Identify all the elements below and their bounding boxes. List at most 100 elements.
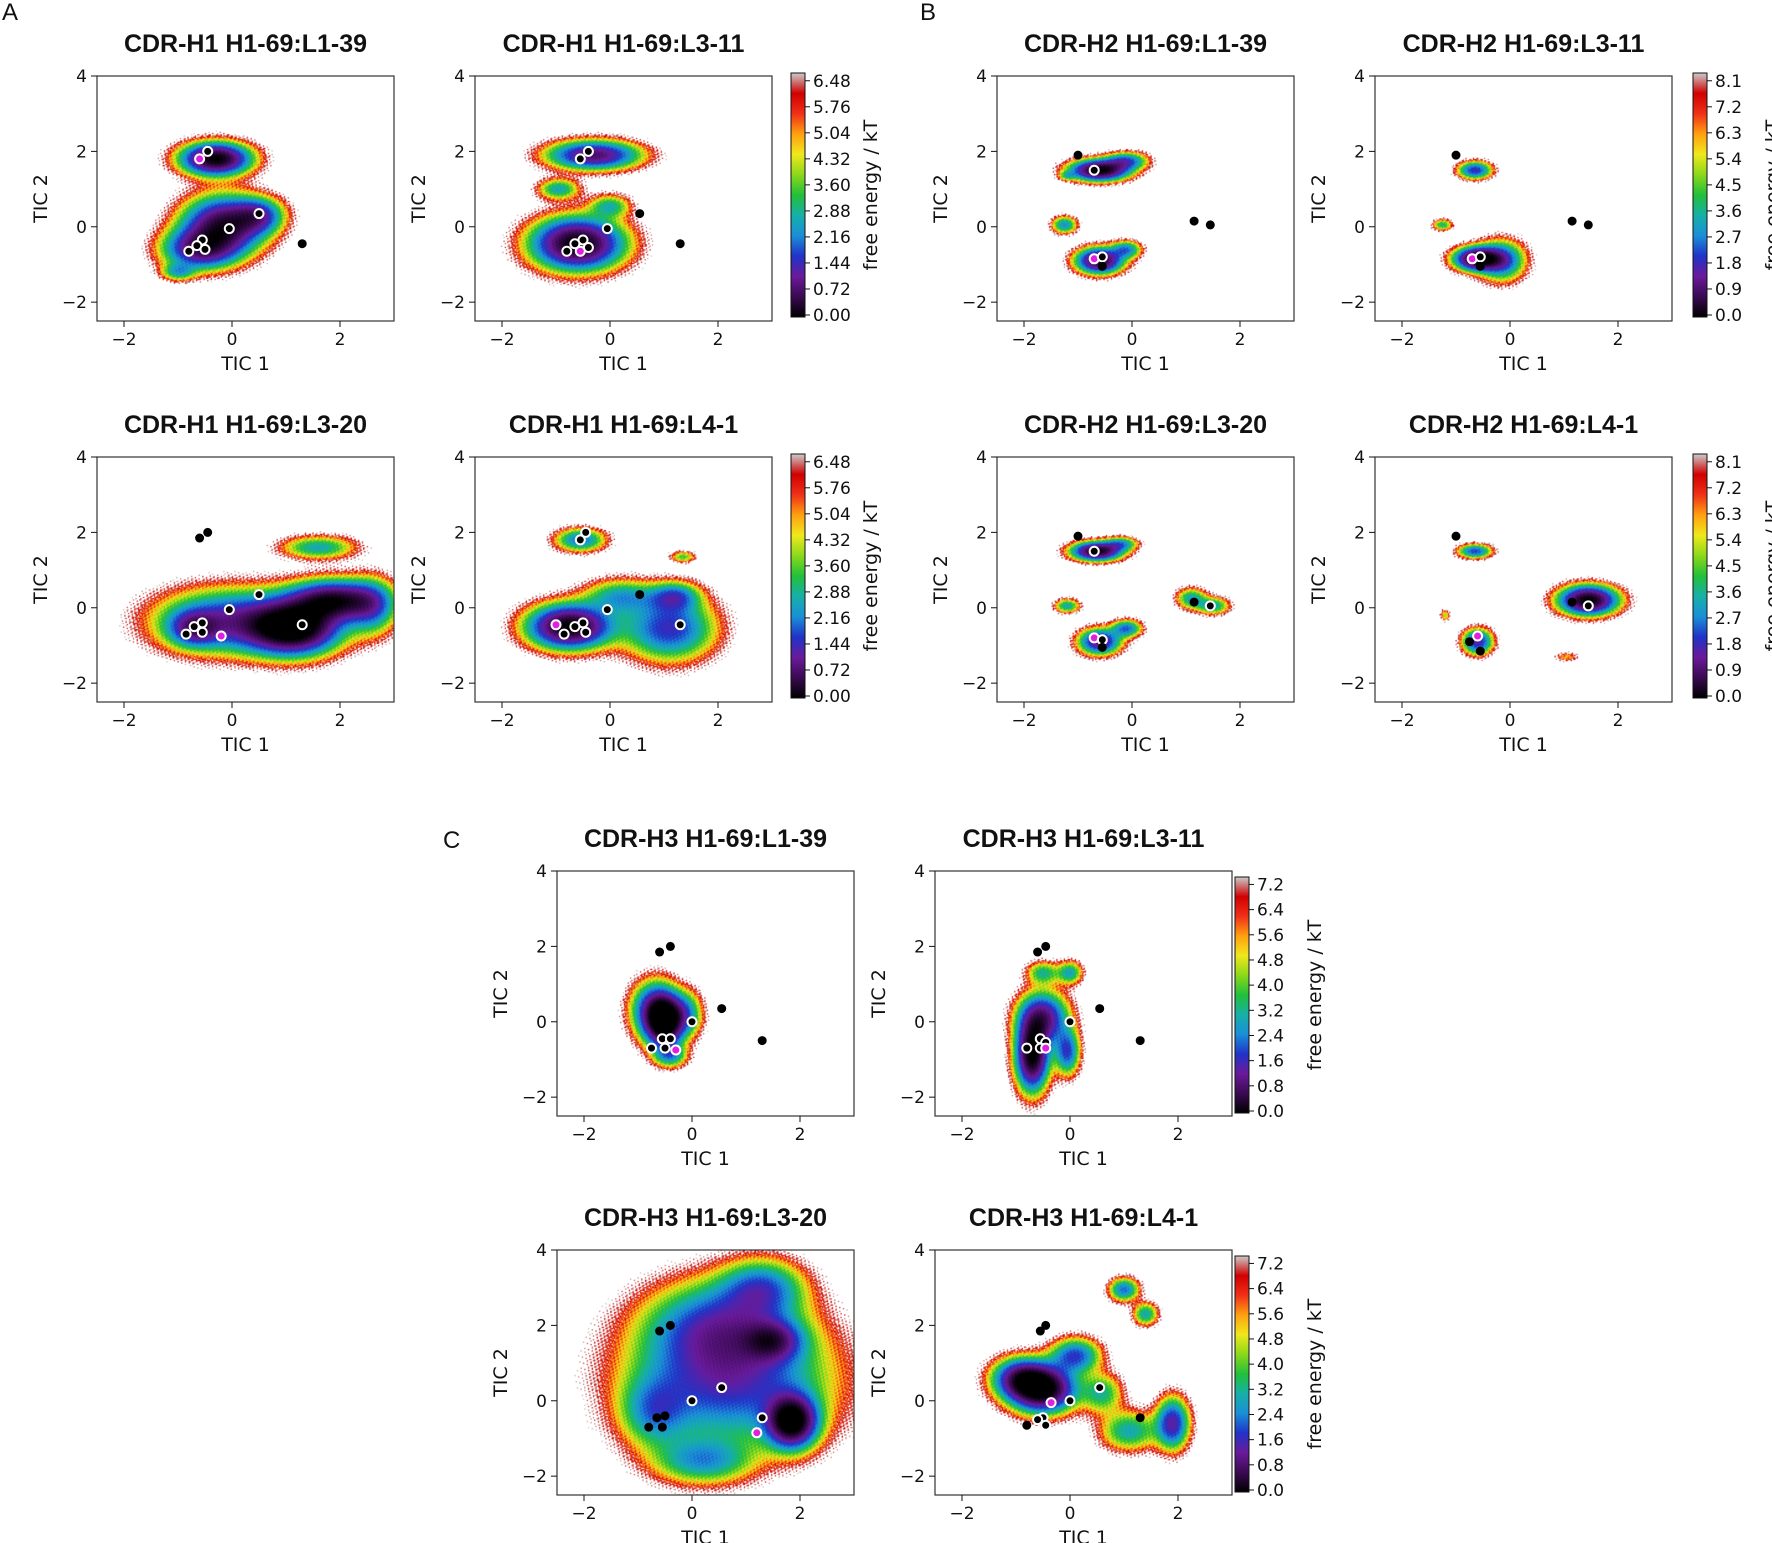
structure-marker-black [1475,646,1485,656]
structure-marker-magenta [215,630,227,642]
x-tick-label: 0 [1065,1504,1076,1524]
colorbar: 8.1 7.2 6.3 5.4 4.5 3.6 2.7 1.8 0.9 0.0 free energ… [1692,72,1772,326]
x-axis-label: TIC 1 [220,353,270,375]
free-energy-plot-11: −2 0 2 −2 0 2 4 CDR-H3 H1-69:L3-20 TIC 1 TIC 2 [490,1204,855,1543]
panel-label-b: B [920,0,936,26]
x-tick-label: 0 [227,711,238,731]
y-tick-label: 4 [536,862,547,882]
density-heatmap [475,457,772,702]
structure-marker-black [297,239,307,249]
structure-marker-white [574,153,586,165]
y-tick-label: 2 [1354,523,1365,543]
colorbar-gradient [1234,876,1250,1114]
panel-label-a: A [2,0,18,26]
colorbar-tick-label: 7.2 [1715,98,1742,118]
colorbar-tick-label: 3.60 [813,557,851,577]
structure-marker-white [716,1382,728,1394]
structure-marker-black [1135,1036,1145,1046]
structure-marker-black [644,1422,654,1432]
structure-marker-white [601,223,613,235]
density-heatmap [557,871,854,1116]
structure-marker-black [1189,216,1199,226]
colorbar: 7.2 6.4 5.6 4.8 4.0 3.2 2.4 1.6 0.8 0.0 free energ… [1234,1254,1326,1501]
structure-marker-white [223,604,235,616]
free-energy-plot-9: −2 0 2 −2 0 2 4 CDR-H3 H1-69:L1-39 TIC 1 TIC 2 [490,825,855,1170]
x-axis-label: TIC 1 [1498,734,1548,756]
colorbar-tick-label: 0.8 [1257,1456,1284,1476]
structure-marker-white [580,526,592,538]
colorbar-label: free energy / kT [1762,119,1772,270]
y-tick-label: 4 [76,448,87,468]
density-heatmap [1375,457,1672,702]
y-tick-label: 4 [914,1241,925,1261]
colorbar-label: free energy / kT [860,119,882,270]
structure-marker-black [1189,597,1199,607]
plot-title: CDR-H2 H1-69:L1-39 [1024,30,1267,58]
structure-marker-magenta [670,1044,682,1056]
structure-marker-black [655,947,665,957]
colorbar: 6.48 5.76 5.04 4.32 3.60 2.88 2.16 1.44 0.72 0.00… [790,72,882,326]
colorbar-tick-label: 5.4 [1715,531,1742,551]
colorbar-gradient [790,453,806,699]
free-energy-plot-7: −2 0 2 −2 0 2 4 CDR-H2 H1-69:L3-20 TIC 1 TIC 2 [930,411,1295,756]
colorbar-tick-label: 3.2 [1257,1380,1284,1400]
y-tick-label: 4 [976,67,987,87]
structure-marker-white [1032,1414,1044,1426]
x-axis-label: TIC 1 [680,1148,730,1170]
colorbar-gradient [1234,1255,1250,1493]
colorbar-tick-label: 4.32 [813,531,851,551]
structure-marker-white [1064,1395,1076,1407]
density-heatmap [935,1250,1232,1495]
colorbar-tick-label: 1.44 [813,254,851,274]
structure-marker-white [558,628,570,640]
y-tick-label: 0 [976,599,987,619]
structure-marker-black [660,1411,670,1421]
x-axis-label: TIC 1 [1058,1148,1108,1170]
density-heatmap [935,871,1232,1116]
plot-frame [474,456,773,703]
y-axis-label: TIC 2 [1308,555,1330,605]
structure-marker-white [686,1395,698,1407]
plot-title: CDR-H1 H1-69:L3-20 [124,411,367,439]
free-energy-plot-12: −2 0 2 −2 0 2 4 CDR-H3 H1-69:L4-1 TIC 1 TIC 2 [868,1204,1233,1543]
colorbar-tick-label: 8.1 [1715,72,1742,92]
free-energy-plot-5: −2 0 2 −2 0 2 4 CDR-H2 H1-69:L1-39 TIC 1 TIC 2 [930,30,1295,375]
panel-label-c: C [443,827,460,854]
structure-marker-white [188,621,200,633]
density-heatmap [1375,76,1672,321]
colorbar-tick-label: 5.76 [813,98,851,118]
x-tick-label: 0 [687,1125,698,1145]
colorbar-tick-label: 6.48 [813,453,851,473]
plot-frame [556,870,855,1117]
plot-frame [474,75,773,322]
structure-marker-black [655,1326,665,1336]
y-tick-label: 0 [454,599,465,619]
colorbar-tick-label: 1.6 [1257,1431,1284,1451]
x-tick-label: −2 [1011,330,1036,350]
structure-marker-black [1095,1004,1105,1014]
structure-marker-white [1064,1016,1076,1028]
x-axis-label: TIC 1 [598,734,648,756]
plot-title: CDR-H2 H1-69:L3-11 [1403,30,1645,58]
structure-marker-white [1582,600,1594,612]
y-axis-label: TIC 2 [490,1348,512,1398]
structure-marker-white [664,1033,676,1045]
x-tick-label: 2 [713,711,724,731]
free-energy-plot-10: −2 0 2 −2 0 2 4 CDR-H3 H1-69:L3-11 TIC 1 TIC 2 [868,825,1233,1170]
colorbar-tick-label: 0.72 [813,661,851,681]
x-tick-label: 0 [1505,330,1516,350]
structure-marker-white [574,534,586,546]
x-tick-label: 2 [1235,711,1246,731]
colorbar-label: free energy / kT [1304,1298,1326,1449]
structure-marker-black [1135,1413,1145,1423]
structure-marker-white [183,245,195,257]
x-axis-label: TIC 1 [220,734,270,756]
y-axis-label: TIC 2 [408,174,430,224]
structure-marker-black [1073,531,1083,541]
x-tick-label: −2 [571,1504,596,1524]
structure-marker-white [646,1042,657,1054]
x-tick-label: −2 [489,330,514,350]
structure-marker-white [569,238,581,250]
plot-frame [934,870,1233,1117]
colorbar-tick-label: 3.60 [813,176,851,196]
